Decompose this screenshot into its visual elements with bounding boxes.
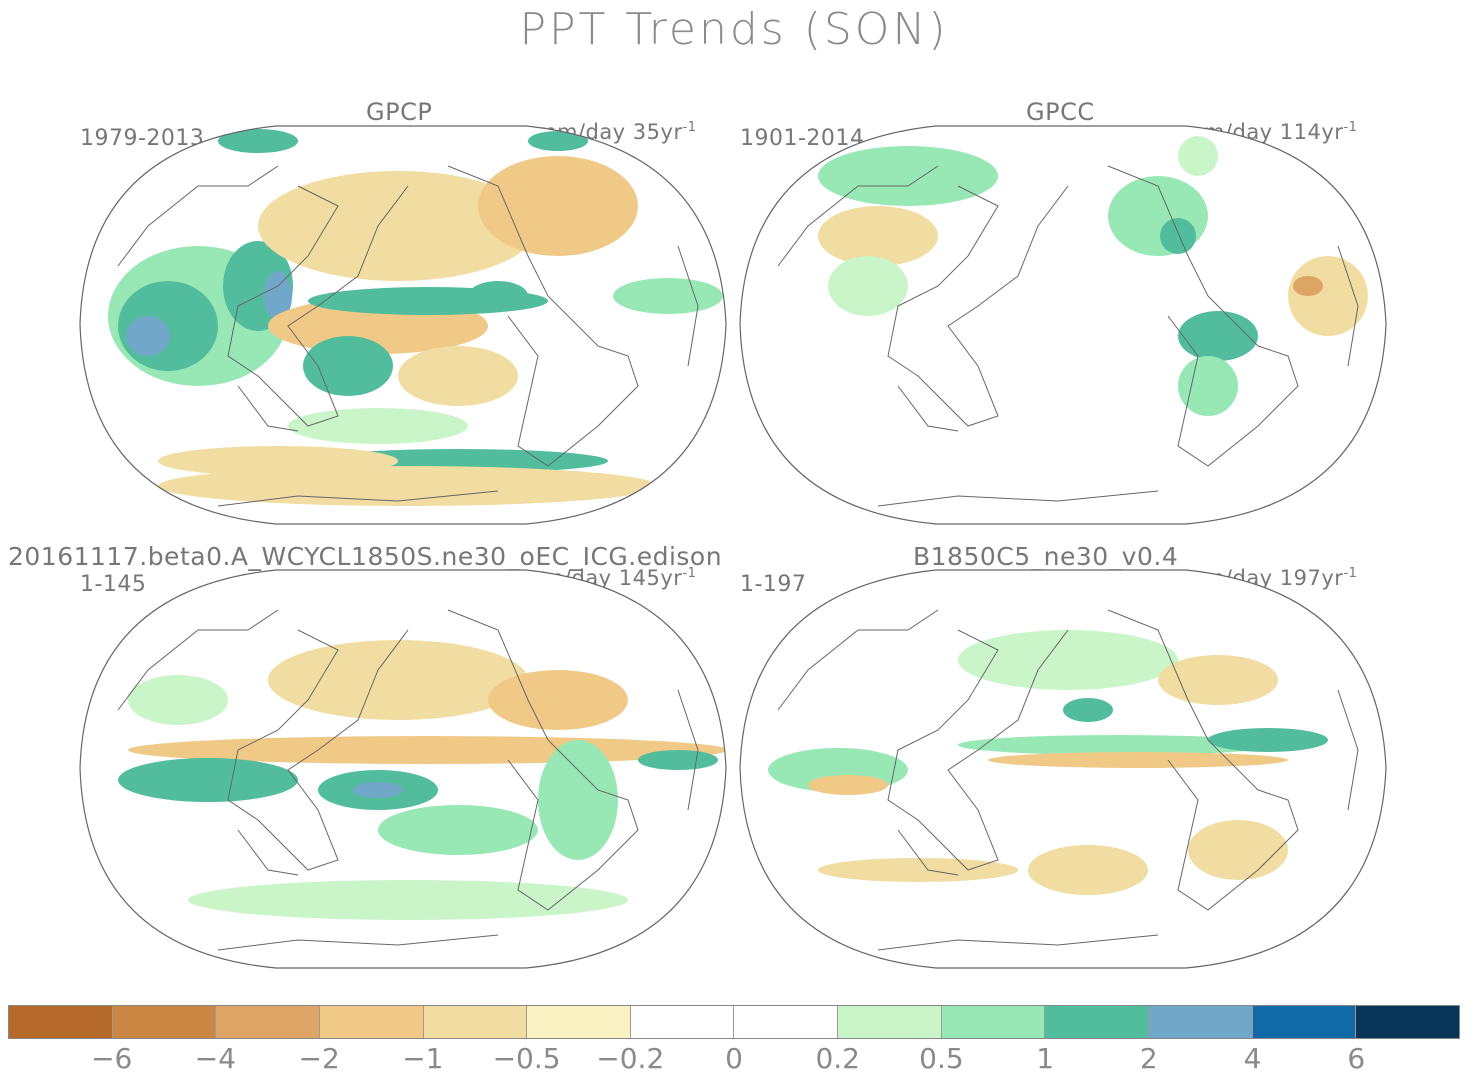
map-gpcc bbox=[739, 125, 1387, 525]
panel-period: 1-197 bbox=[740, 572, 807, 597]
trend-blob bbox=[398, 346, 518, 406]
trend-blob bbox=[1178, 136, 1218, 176]
colorbar-tick-label: 6 bbox=[1347, 1042, 1366, 1075]
colorbar-swatch bbox=[423, 1006, 528, 1038]
trend-blob bbox=[1028, 845, 1148, 895]
colorbar-tick-label: −0.2 bbox=[596, 1042, 665, 1075]
trend-blob bbox=[1063, 698, 1113, 722]
colorbar-tick-label: 0.2 bbox=[815, 1042, 860, 1075]
trend-blob bbox=[128, 675, 228, 725]
trend-blob bbox=[353, 782, 403, 798]
colorbar-swatch bbox=[1149, 1006, 1253, 1038]
colorbar-tick-label: −6 bbox=[91, 1042, 133, 1075]
map-model-b1850c5 bbox=[739, 569, 1387, 969]
trend-blob bbox=[1160, 218, 1196, 254]
trend-blob bbox=[1178, 311, 1258, 361]
colorbar-tick-label: 2 bbox=[1139, 1042, 1158, 1075]
colorbar-swatch bbox=[1045, 1006, 1150, 1038]
colorbar-swatch bbox=[941, 1006, 1046, 1038]
trend-blob bbox=[1208, 728, 1328, 752]
colorbar-swatch bbox=[112, 1006, 217, 1038]
trend-blob bbox=[638, 750, 718, 770]
colorbar-tick-label: 0 bbox=[725, 1042, 743, 1075]
trend-blob bbox=[488, 670, 628, 730]
trend-blob bbox=[528, 131, 588, 151]
colorbar-swatch bbox=[319, 1006, 424, 1038]
colorbar-tick-label: 1 bbox=[1036, 1042, 1055, 1075]
map-panel-gpcp: GPCP 1979-2013 mm/day 35yr-1 bbox=[78, 96, 738, 525]
trend-blob bbox=[808, 775, 888, 795]
trend-blob bbox=[288, 408, 468, 444]
panel-period: 1901-2014 bbox=[740, 126, 865, 151]
trend-blob bbox=[958, 630, 1178, 690]
colorbar-tick-label: 0.5 bbox=[919, 1042, 964, 1075]
colorbar-swatch bbox=[527, 1006, 631, 1038]
trend-blob bbox=[126, 316, 170, 356]
trend-blob bbox=[818, 858, 1018, 882]
trend-blob bbox=[268, 640, 528, 720]
trend-blob bbox=[1178, 356, 1238, 416]
trend-blob bbox=[818, 206, 938, 266]
panel-title: 20161117.beta0.A_WCYCL1850S.ne30_oEC_ICG… bbox=[8, 542, 723, 571]
panel-period: 1979-2013 bbox=[80, 126, 205, 151]
panel-period: 1-145 bbox=[80, 572, 147, 597]
trend-blob bbox=[478, 156, 638, 256]
map-panel-gpcc: GPCC 1901-2014 mm/day 114yr-1 bbox=[738, 96, 1398, 525]
trend-blob bbox=[258, 171, 538, 281]
trend-blob bbox=[158, 466, 658, 506]
map-model-beta0 bbox=[79, 569, 727, 969]
colorbar-swatch bbox=[838, 1006, 942, 1038]
trend-blob bbox=[818, 146, 998, 206]
trend-blob bbox=[188, 880, 628, 920]
colorbar-swatch bbox=[734, 1006, 839, 1038]
trend-blob bbox=[218, 129, 298, 153]
figure-title: PPT Trends (SON) bbox=[519, 4, 949, 55]
trend-blob bbox=[613, 278, 723, 314]
colorbar-tick-label: −1 bbox=[402, 1042, 444, 1075]
map-panel-model-b1850c5: B1850C5_ne30_v0.4 1-197 mm/day 197yr-1 bbox=[738, 540, 1398, 969]
panel-title: GPCP bbox=[366, 98, 433, 126]
map-gpcp bbox=[79, 125, 727, 525]
colorbar bbox=[8, 1005, 1460, 1039]
panel-title: B1850C5_ne30_v0.4 bbox=[913, 542, 1179, 571]
trend-blob bbox=[118, 758, 298, 802]
colorbar-tick-label: −0.5 bbox=[492, 1042, 561, 1075]
colorbar-swatch bbox=[9, 1006, 113, 1038]
trend-blob bbox=[1188, 820, 1288, 880]
colorbar-tick-label: −4 bbox=[194, 1042, 237, 1075]
trend-blob bbox=[264, 271, 292, 321]
trend-blob bbox=[828, 256, 908, 316]
trend-blob bbox=[378, 805, 538, 855]
colorbar-swatch bbox=[630, 1006, 735, 1038]
colorbar-swatch bbox=[1356, 1006, 1459, 1038]
panel-title: GPCC bbox=[1026, 98, 1095, 126]
colorbar-swatch bbox=[216, 1006, 320, 1038]
colorbar-swatch bbox=[1252, 1006, 1357, 1038]
trend-blob bbox=[468, 281, 528, 311]
trend-blob bbox=[303, 336, 393, 396]
trend-blob bbox=[1293, 276, 1323, 296]
colorbar-tick-label: −2 bbox=[298, 1042, 340, 1075]
trend-blob bbox=[538, 740, 618, 860]
trend-blob bbox=[988, 752, 1288, 768]
trend-blob bbox=[1158, 655, 1278, 705]
colorbar-tick-label: 4 bbox=[1243, 1042, 1262, 1075]
map-panel-model-beta0: 20161117.beta0.A_WCYCL1850S.ne30_oEC_ICG… bbox=[8, 540, 738, 969]
trend-blob bbox=[958, 735, 1278, 755]
trend-blob bbox=[1288, 256, 1368, 336]
